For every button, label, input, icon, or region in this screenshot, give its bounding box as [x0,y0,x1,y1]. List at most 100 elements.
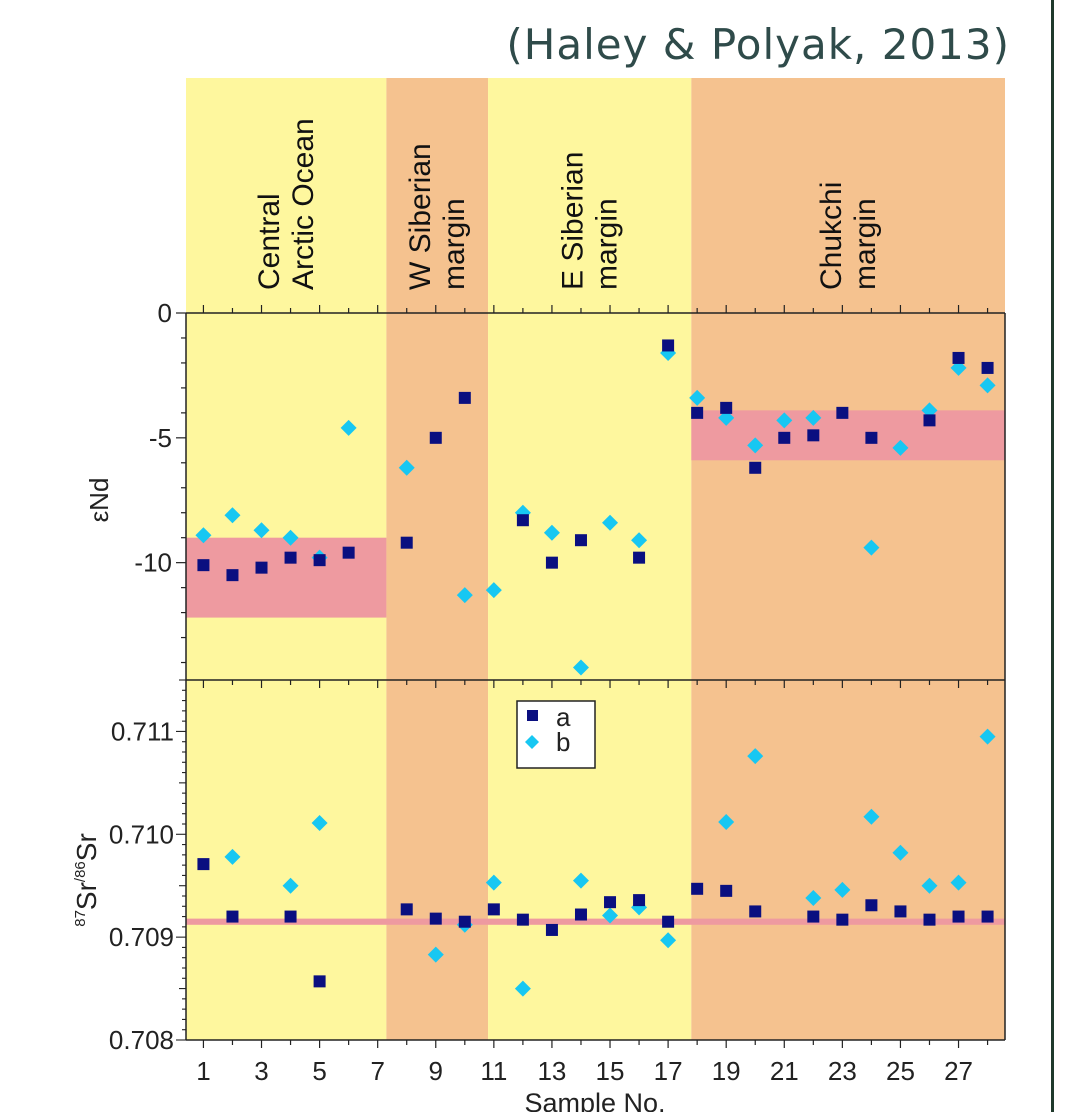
nd-point-b [631,532,648,549]
nd-point-a [865,431,878,444]
sr-point-b [602,907,619,924]
nd-point-a [836,406,849,419]
sr-point-b [224,848,241,865]
sr-point-b [950,874,967,891]
sr-point-b [282,877,299,894]
y-axis-label-sr: 87Sr/86Sr [71,833,102,927]
sr-y-tick-label: 0.711 [111,716,174,746]
region-label-1-0: W Siberian [404,143,437,290]
region-label-3-1: margin [849,198,882,290]
nd-point-a [400,536,413,549]
x-tick-label: 7 [370,1056,384,1086]
sr-y-tick-label: 0.709 [109,922,174,952]
sr-point-a [923,913,936,926]
sr-point-a [545,923,558,936]
legend-marker-b [525,735,539,749]
region-label-2-1: margin [591,198,624,290]
sr-point-a [574,908,587,921]
sr-point-b [572,872,589,889]
nd-point-a [545,556,558,569]
x-tick-label: 5 [312,1056,326,1086]
sr-point-b [834,881,851,898]
y-axis-label-sr-main2: Sr [71,833,102,861]
region-labels: Central Arctic Ocean W Siberian margin E Sib… [253,118,882,290]
sr-point-a [516,913,529,926]
sr-point-b [979,728,996,745]
nd-point-a [516,514,529,527]
legend-label-b: b [556,727,570,757]
nd-point-b [979,377,996,394]
nd-point-a [458,391,471,404]
sr-point-b [311,814,328,831]
x-tick-label: 25 [886,1056,915,1086]
ticks: 1 3 5 7 9 11 13 15 17 19 21 23 25 270-5-100.7080.7090… [109,298,989,1086]
legend-label-a: a [556,702,571,732]
nd-point-a [778,431,791,444]
legend-marker-a [527,710,538,721]
sr-point-b [805,890,822,907]
sr-point-b [718,813,735,830]
region-backgrounds [186,78,1005,1040]
y-axis-label-sr-sup2: /86 [72,861,89,882]
x-tick-label: 17 [654,1056,683,1086]
nd-point-b [689,389,706,406]
sr-point-a [226,910,239,923]
nd-band-region-0 [186,537,387,618]
sr-point-a [487,903,500,916]
axes [185,312,1006,1041]
x-tick-label: 11 [480,1056,507,1086]
sr-point-a [313,975,326,988]
x-tick-label: 15 [596,1056,625,1086]
nd-point-b [805,409,822,426]
nd-point-a [429,431,442,444]
x-axis-label: Sample No. [524,1088,665,1112]
sr-point-a [662,915,675,928]
nd-point-a [284,551,297,564]
sr-point-a [429,912,442,925]
sr-point-a [458,915,471,928]
nd-point-a [923,414,936,427]
sr-point-a [836,913,849,926]
nd-point-b [572,659,589,676]
sr-y-tick-label: 0.710 [109,819,174,849]
region-label-0-1: Arctic Ocean [287,118,320,290]
nd-point-a [313,554,326,567]
sr-point-b [863,808,880,825]
sr-point-b [427,946,444,963]
nd-point-b [282,529,299,546]
nd-point-b [747,437,764,454]
x-tick-label: 19 [712,1056,741,1086]
nd-point-b [195,527,212,544]
legend: a b [516,700,596,769]
x-tick-label: 3 [254,1056,268,1086]
sr-point-a [400,903,413,916]
nd-point-b [892,439,909,456]
sr-point-a [633,894,646,907]
sr-point-a [720,884,733,897]
region-label-1-1: margin [438,198,471,290]
sr-point-a [807,910,820,923]
nd-y-tick-label: -5 [149,423,172,453]
sr-point-a [865,899,878,912]
x-tick-label: 23 [828,1056,857,1086]
sr-point-a [981,910,994,923]
nd-point-b [224,507,241,524]
nd-point-b [253,522,270,539]
nd-point-a [981,361,994,374]
nd-point-a [720,401,733,414]
sr-point-a [604,896,617,909]
nd-point-b [543,524,560,541]
nd-point-b [398,459,415,476]
nd-point-a [662,339,675,352]
x-tick-label: 1 [196,1056,210,1086]
sr-point-b [660,932,677,949]
nd-y-tick-label: -10 [134,548,172,578]
data-points [195,339,996,997]
nd-point-b [776,412,793,429]
sr-band [186,918,1005,925]
nd-point-a [342,546,355,559]
x-tick-label: 27 [944,1056,973,1086]
nd-point-b [485,582,502,599]
nd-point-a [807,429,820,442]
